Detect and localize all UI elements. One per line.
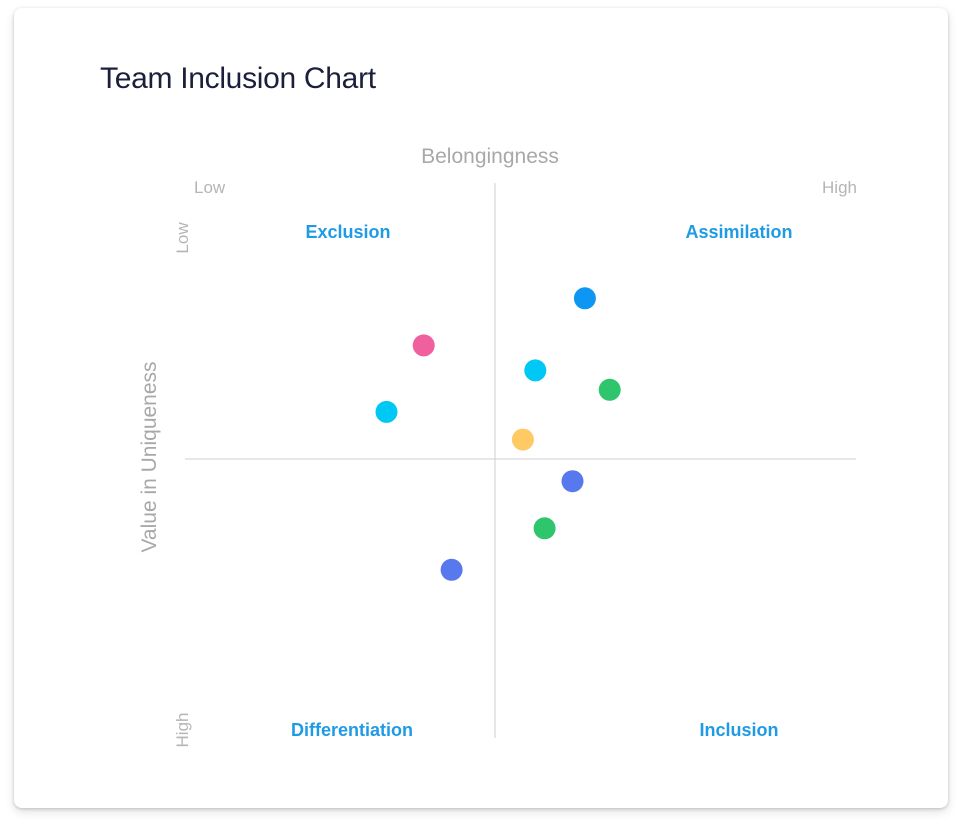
data-point-4[interactable] [598,378,621,401]
data-point-3[interactable] [524,359,547,382]
quadrant-label-inclusion: Inclusion [699,720,778,740]
data-point-9[interactable] [440,558,463,581]
quadrant-label-differentiation: Differentiation [291,720,413,740]
data-point-2[interactable] [412,334,435,357]
y-low-label: Low [173,222,192,254]
y-high-label: High [173,713,192,748]
quadrant-label-assimilation: Assimilation [685,222,792,242]
x-low-label: Low [194,178,226,197]
data-point-8[interactable] [533,517,556,540]
data-point-5[interactable] [375,400,398,423]
chart-card [14,8,948,808]
data-point-1[interactable] [573,287,596,310]
quadrant-label-exclusion: Exclusion [305,222,390,242]
axes [185,183,856,738]
data-points [375,287,621,581]
data-point-7[interactable] [561,470,584,493]
x-axis-title: Belongingness [421,145,559,168]
x-high-label: High [822,178,857,197]
data-point-6[interactable] [511,428,534,451]
y-axis-title: Value in Uniqueness [138,361,161,552]
chart-title: Team Inclusion Chart [100,62,376,95]
